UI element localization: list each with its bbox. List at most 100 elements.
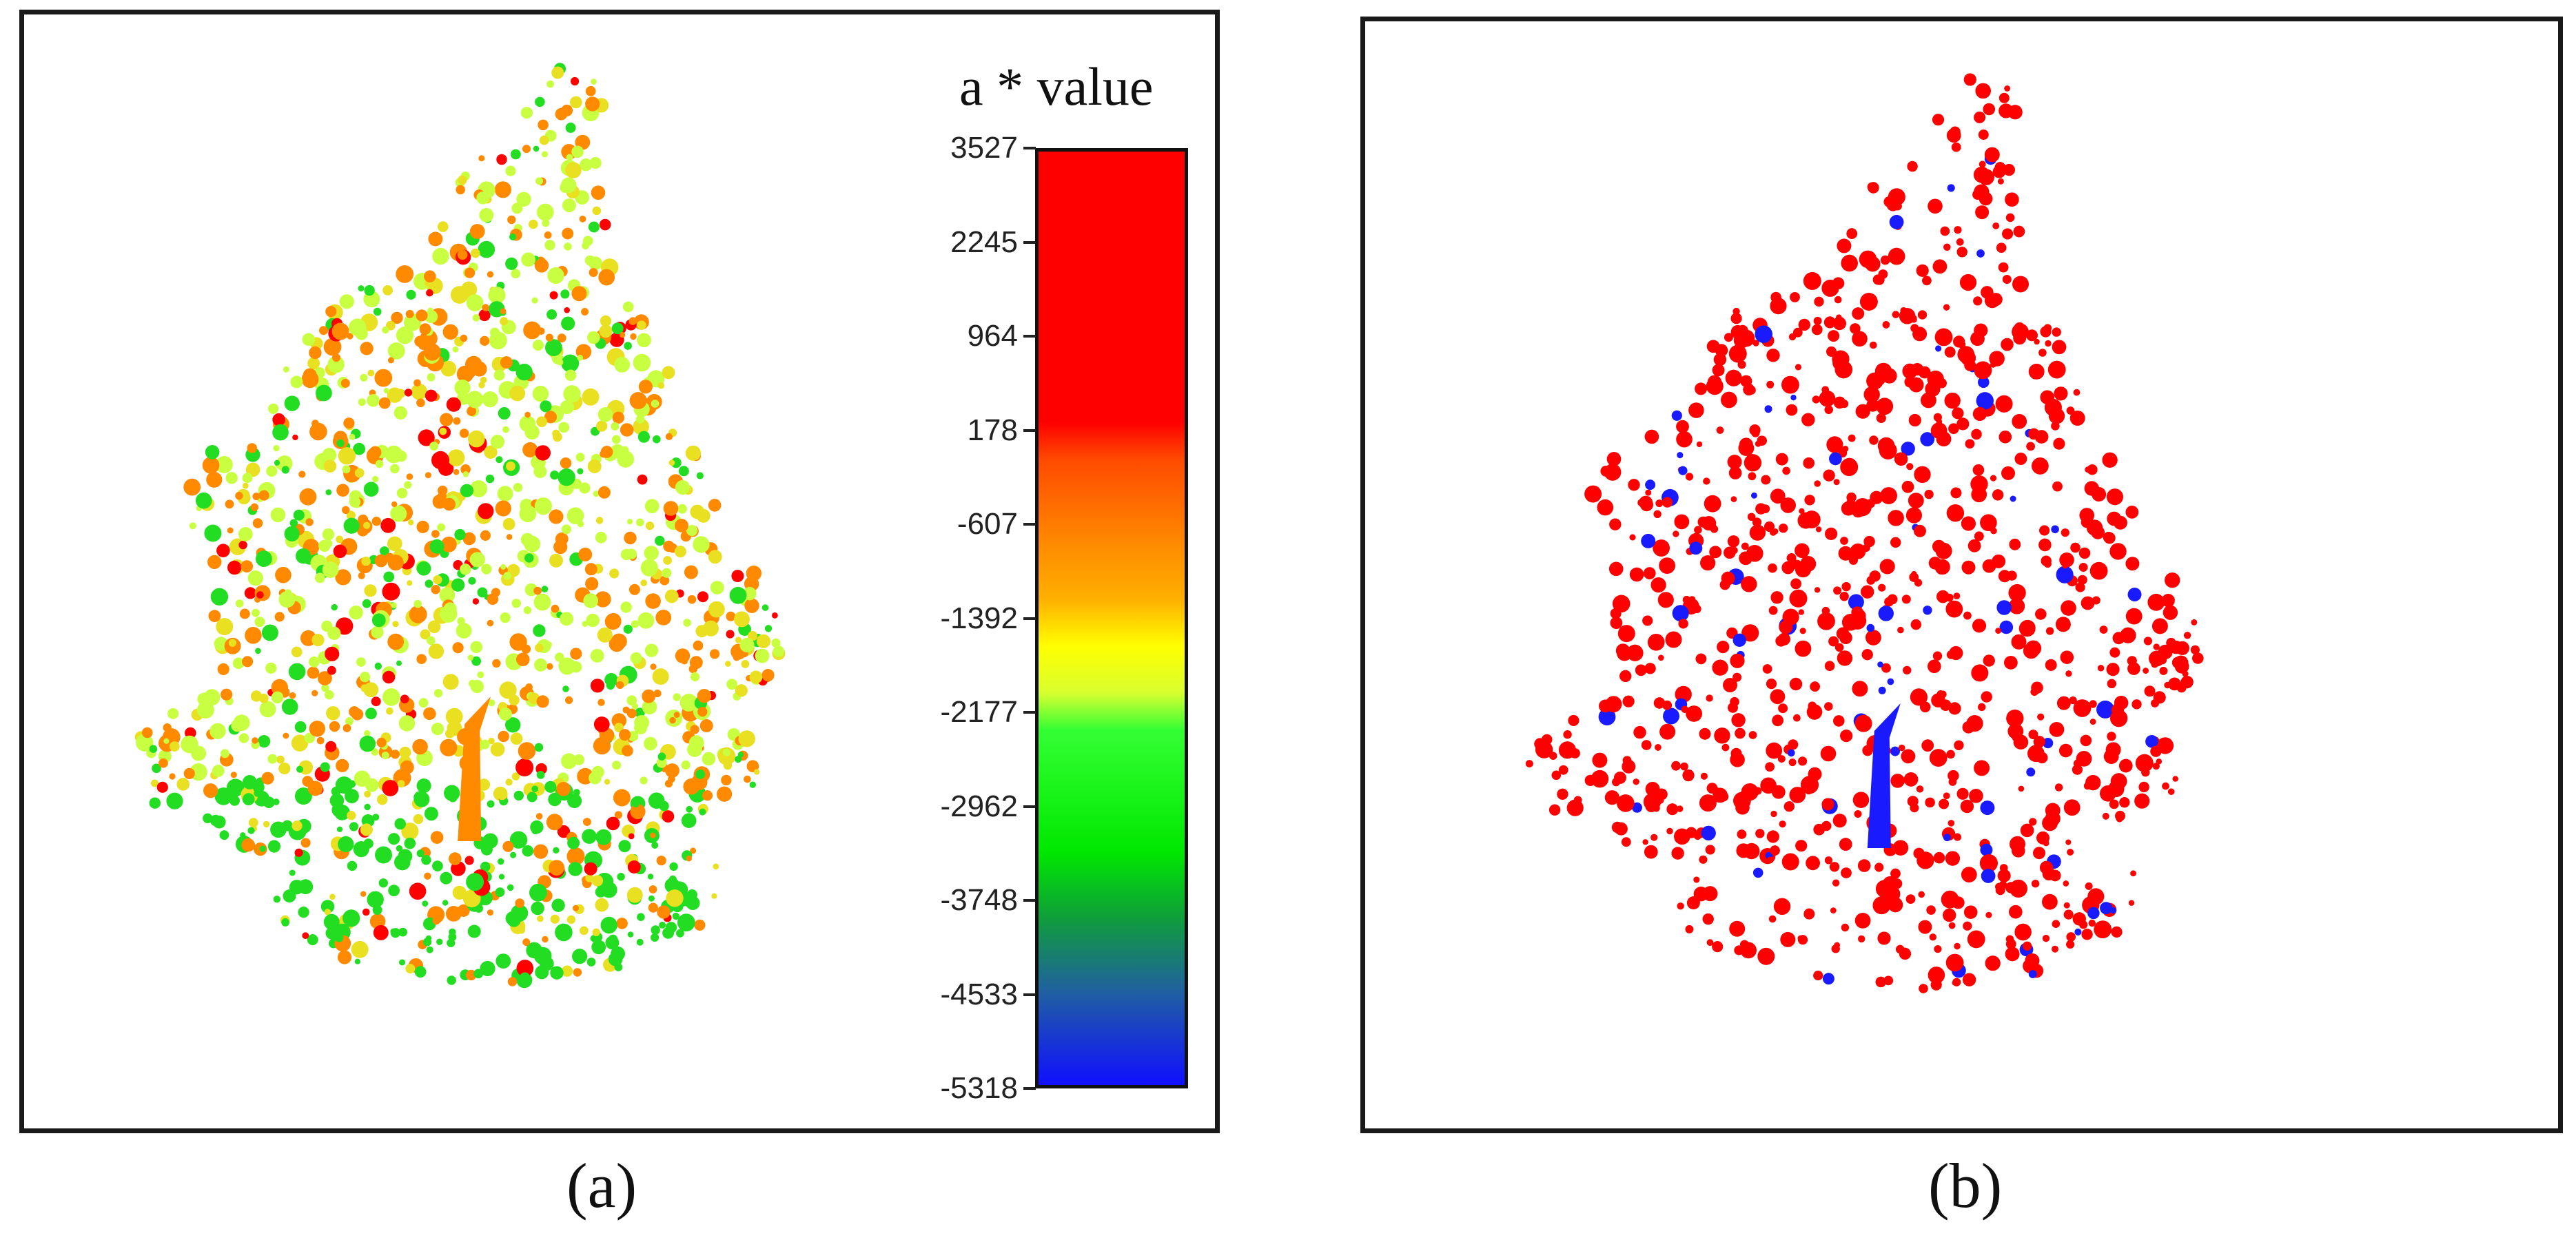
leaf-point: [1766, 830, 1779, 843]
leaf-point: [431, 585, 440, 595]
leaf-point: [1886, 198, 1899, 211]
leaf-point: [1961, 516, 1976, 531]
leaf-point: [546, 80, 554, 88]
leaf-point: [2001, 338, 2014, 351]
leaf-point: [289, 519, 298, 528]
leaf-point: [634, 715, 649, 730]
leaf-point: [1686, 705, 1702, 722]
leaf-point: [2018, 785, 2025, 792]
leaf-point: [584, 255, 595, 266]
leaf-point: [447, 975, 456, 985]
leaf-point: [524, 424, 540, 440]
leaf-point: [495, 887, 505, 897]
leaf-point: [677, 913, 695, 932]
leaf-point: [1966, 715, 1983, 732]
leaf-point: [275, 566, 292, 583]
leaf-point: [1662, 497, 1673, 508]
leaf-point: [1748, 731, 1757, 739]
caption-a: (a): [566, 1150, 637, 1221]
leaf-point: [619, 331, 626, 338]
leaf-point: [1699, 794, 1717, 812]
leaf-point: [2007, 214, 2014, 220]
leaf-point: [627, 860, 641, 874]
leaf-point: [2030, 688, 2038, 696]
leaf-point: [469, 224, 485, 239]
leaf-point: [1764, 405, 1772, 413]
leaf-point: [599, 218, 611, 231]
leaf-point: [406, 289, 416, 300]
leaf-point: [1928, 659, 1941, 674]
leaf-point: [1694, 526, 1702, 535]
leaf-point: [538, 119, 549, 131]
leaf-point: [627, 931, 634, 938]
leaf-point: [1850, 543, 1866, 559]
leaf-point: [657, 905, 671, 919]
leaf-point: [261, 624, 278, 641]
leaf-point: [423, 343, 441, 361]
leaf-point: [1826, 436, 1843, 453]
leaf-point: [1952, 980, 1959, 986]
leaf-point: [342, 506, 350, 514]
leaf-point: [1744, 579, 1752, 586]
leaf-point: [583, 818, 591, 826]
leaf-point: [1860, 293, 1878, 311]
leaf-point: [515, 898, 524, 908]
leaf-point: [273, 798, 280, 805]
leaf-point: [1672, 605, 1689, 622]
leaf-point: [1665, 631, 1682, 648]
leaf-point: [1846, 228, 1857, 239]
leaf-point: [2063, 902, 2070, 909]
leaf-point: [1815, 587, 1821, 593]
leaf-point: [2025, 953, 2040, 968]
leaf-point: [1639, 495, 1653, 510]
leaf-point: [1863, 386, 1880, 403]
leaf-point: [2107, 679, 2116, 689]
leaf-point: [1976, 392, 1994, 410]
leaf-point: [2042, 867, 2056, 880]
leaf-point: [396, 327, 414, 344]
leaf-point: [1984, 147, 2000, 163]
leaf-point: [1732, 633, 1746, 647]
leaf-point: [336, 826, 343, 832]
leaf-point: [1834, 296, 1842, 304]
leaf-point: [1923, 606, 1932, 615]
leaf-point: [258, 490, 269, 501]
leaf-point: [1857, 859, 1871, 872]
leaf-point: [2002, 275, 2012, 284]
leaf-point: [1778, 703, 1788, 714]
leaf-point: [1597, 502, 1608, 514]
leaf-point: [298, 471, 306, 478]
leaf-point: [585, 96, 600, 112]
leaf-point: [469, 552, 485, 568]
leaf-point: [699, 808, 706, 816]
leaf-point: [1814, 480, 1821, 487]
leaf-point: [1775, 453, 1788, 466]
leaf-point: [500, 356, 513, 369]
leaf-point: [375, 846, 392, 864]
leaf-point: [274, 612, 285, 622]
leaf-point: [509, 831, 528, 849]
leaf-point: [1948, 922, 1956, 929]
leaf-point: [500, 317, 509, 326]
leaf-point: [2143, 668, 2149, 674]
leaf-point: [1772, 714, 1783, 727]
leaf-point: [1813, 823, 1825, 836]
leaf-point: [442, 674, 459, 690]
leaf-point: [176, 778, 190, 791]
leaf-point: [1824, 405, 1833, 415]
leaf-point: [327, 355, 345, 373]
leaf-point: [1657, 796, 1664, 804]
leaf-point: [390, 505, 407, 522]
leaf-point: [1645, 782, 1660, 796]
leaf-point: [708, 499, 722, 512]
leaf-point: [1934, 945, 1942, 953]
leaf-point: [426, 946, 433, 953]
leaf-point: [2106, 663, 2120, 676]
leaf-point: [1739, 551, 1752, 566]
leaf-point: [1841, 457, 1858, 474]
leaf-point: [1868, 182, 1879, 194]
leaf-point: [1806, 704, 1823, 720]
leaf-point: [1892, 311, 1900, 318]
leaf-point: [136, 734, 154, 752]
leaf-point: [1772, 528, 1779, 535]
